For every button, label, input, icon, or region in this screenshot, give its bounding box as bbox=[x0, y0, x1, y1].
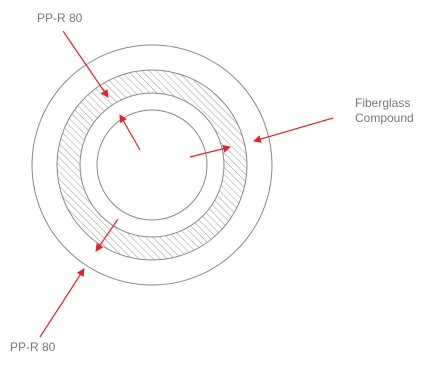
label-outer-bottom: PP-R 80 bbox=[10, 340, 56, 354]
arrow-inner-top bbox=[119, 114, 141, 151]
label-fiberglass-compound: Fiberglass Compound bbox=[355, 96, 414, 126]
arrow-outer-top bbox=[62, 30, 109, 98]
label-outer-top: PP-R 80 bbox=[37, 11, 83, 25]
arrow-inner-bottom bbox=[95, 218, 119, 252]
label-fiberglass-line1: Fiberglass bbox=[355, 96, 411, 110]
arrow-fiberglass-right bbox=[253, 117, 334, 143]
pipe-bore bbox=[96, 109, 208, 221]
arrow-outer-bottom bbox=[39, 268, 85, 338]
arrow-fiberglass-inner bbox=[189, 144, 231, 158]
label-fiberglass-line2: Compound bbox=[355, 111, 414, 125]
